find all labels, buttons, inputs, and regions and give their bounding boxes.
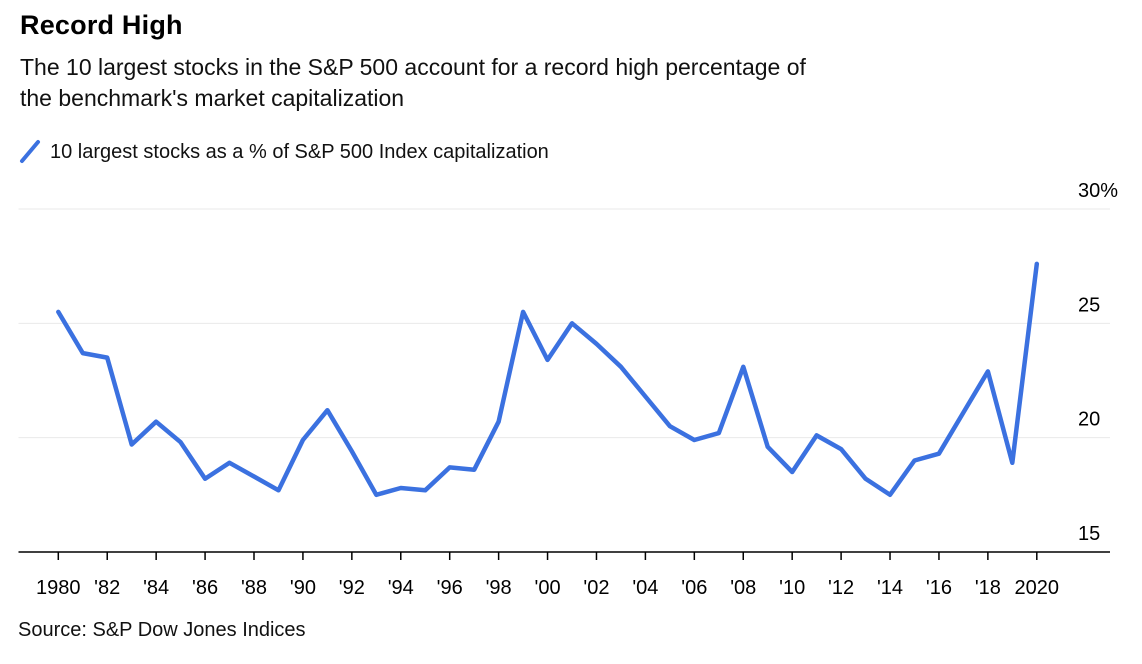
y-axis-label-25: 25 <box>1078 294 1100 316</box>
x-axis-label-2010: '10 <box>779 577 805 599</box>
x-axis-label-2006: '06 <box>681 577 707 599</box>
x-axis-label-1984: '84 <box>143 577 169 599</box>
x-axis-label-2000: '00 <box>535 577 561 599</box>
y-axis-label-20: 20 <box>1078 409 1100 431</box>
source-note: Source: S&P Dow Jones Indices <box>18 619 306 641</box>
chart-subtitle-line-2: the benchmark's market capitalization <box>20 85 405 111</box>
x-axis-label-1992: '92 <box>339 577 365 599</box>
x-axis-label-1998: '98 <box>486 577 512 599</box>
chart-subtitle-line-1: The 10 largest stocks in the S&P 500 acc… <box>20 54 806 80</box>
x-axis-label-1988: '88 <box>241 577 267 599</box>
x-axis-label-1980: 1980 <box>36 577 81 599</box>
y-axis-label-30: 30% <box>1078 180 1118 202</box>
x-axis-label-1994: '94 <box>388 577 414 599</box>
x-axis-label-1996: '96 <box>437 577 463 599</box>
x-axis-label-2002: '02 <box>583 577 609 599</box>
data-line-series <box>56 261 1040 498</box>
x-axis-label-1982: '82 <box>94 577 120 599</box>
chart-subtitle: The 10 largest stocks in the S&P 500 acc… <box>20 52 1132 114</box>
legend-line-icon <box>20 140 40 163</box>
chart-title: Record High <box>20 10 183 40</box>
x-axis-label-2020: 2020 <box>1015 577 1060 599</box>
legend-label: 10 largest stocks as a % of S&P 500 Inde… <box>50 140 549 163</box>
x-axis-label-2012: '12 <box>828 577 854 599</box>
x-axis-label-2018: '18 <box>975 577 1001 599</box>
x-axis-label-2014: '14 <box>877 577 903 599</box>
x-axis-label-2016: '16 <box>926 577 952 599</box>
x-axis-label-1986: '86 <box>192 577 218 599</box>
legend: 10 largest stocks as a % of S&P 500 Inde… <box>18 139 549 165</box>
y-axis-label-15: 15 <box>1078 523 1100 545</box>
x-axis-label-1990: '90 <box>290 577 316 599</box>
x-axis-label-2008: '08 <box>730 577 756 599</box>
x-axis-label-2004: '04 <box>632 577 658 599</box>
